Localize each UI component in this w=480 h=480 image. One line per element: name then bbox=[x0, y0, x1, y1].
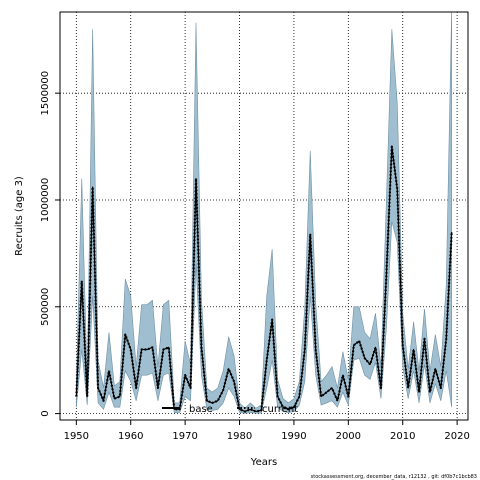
y-axis-title: Recruits (age 3) bbox=[14, 176, 25, 256]
y-axis: 0 500000 1000000 1500000 bbox=[40, 71, 60, 417]
x-tick-label-7: 2020 bbox=[444, 431, 469, 442]
y-tick-label-0: 0 bbox=[40, 410, 51, 416]
y-tick-label-2: 1000000 bbox=[40, 178, 51, 223]
x-tick-label-5: 2000 bbox=[336, 431, 361, 442]
x-axis-title: Years bbox=[250, 457, 277, 468]
plot-frame bbox=[59, 11, 469, 421]
x-tick-label-4: 1990 bbox=[281, 431, 306, 442]
x-tick-label-3: 1980 bbox=[227, 431, 252, 442]
confidence-band-area bbox=[76, 12, 452, 414]
series-line-current bbox=[75, 145, 453, 413]
legend-current-label: current bbox=[262, 404, 298, 415]
x-tick-label-6: 2010 bbox=[390, 431, 415, 442]
x-tick-label-0: 1950 bbox=[64, 431, 89, 442]
x-tick-label-2: 1970 bbox=[172, 431, 197, 442]
legend-base-label: base bbox=[189, 404, 213, 415]
legend: base current bbox=[162, 404, 298, 415]
y-tick-label-3: 1500000 bbox=[40, 71, 51, 116]
x-tick-label-1: 1960 bbox=[118, 431, 143, 442]
y-tick-label-1: 500000 bbox=[40, 288, 51, 326]
x-axis: 1950 1960 1970 1980 1990 2000 2010 2020 bbox=[64, 420, 470, 442]
footer-credit: stockassessment.org, december_data, r121… bbox=[311, 474, 477, 480]
confidence-band bbox=[76, 12, 452, 414]
series-lines bbox=[75, 145, 453, 413]
